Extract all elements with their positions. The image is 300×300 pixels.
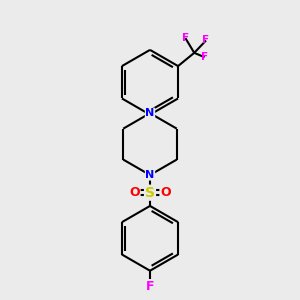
Text: O: O [129,186,140,199]
Text: S: S [145,186,155,200]
Text: F: F [202,35,210,46]
Text: F: F [201,52,208,62]
Text: N: N [146,170,154,180]
Text: N: N [146,108,154,118]
Text: F: F [182,33,189,43]
Text: O: O [160,186,171,199]
Text: F: F [146,280,154,292]
